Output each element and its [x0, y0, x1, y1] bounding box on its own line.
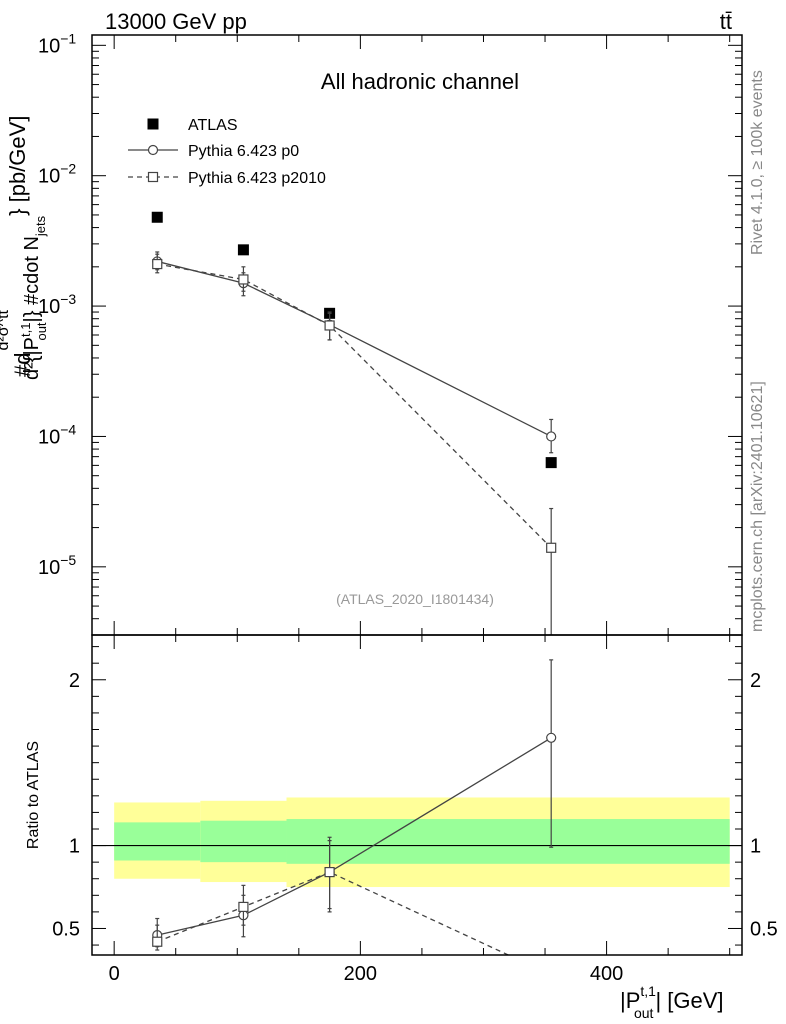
ratio-y-tick-label-left: 1	[69, 836, 80, 858]
ratio-frame	[91, 634, 743, 956]
point-atlas	[545, 457, 557, 469]
ratio-series-clip	[152, 659, 557, 955]
ratio-y-tick-label-left: 0.5	[52, 918, 80, 940]
legend-label-atlas: ATLAS	[188, 117, 238, 134]
point-atlas	[237, 244, 249, 256]
legend-marker-pythia-6-423-p0	[147, 144, 159, 156]
point-pythia-6-423-p0	[546, 431, 557, 442]
x-axis-label: |Pt,1 out| [GeV]	[620, 983, 724, 1021]
main-title: All hadronic channel	[321, 69, 519, 94]
main-panel: 10−1 10−2 10−3 10−4 10−5 All hadronic channe…	[0, 30, 743, 636]
ratio-point-pythia-6-423-p0	[546, 732, 557, 743]
legend-label-pythia-6-423-p0: Pythia 6.423 p0	[188, 143, 299, 160]
main-y-tick-label: 10−2	[38, 161, 76, 188]
legend-marker-atlas	[147, 118, 159, 130]
point-pythia-6-423-p2010	[324, 320, 335, 331]
reference-label: (ATLAS_2020_I1801434)	[336, 591, 494, 607]
band-inner-2	[286, 819, 730, 864]
ratio-ticks: 0.5 0.5 1 1 2 2 0 200 400	[52, 635, 778, 985]
ratio-bands	[92, 797, 742, 888]
point-pythia-6-423-p2010	[152, 258, 163, 270]
series-line-pythia-6-423-p2010	[157, 263, 552, 549]
legend-label-pythia-6-423-p2010: Pythia 6.423 p2010	[188, 170, 326, 187]
main-series-clip	[151, 211, 557, 635]
point-pythia-6-423-p2010	[546, 542, 557, 553]
ratio-y-tick-label-right: 0.5	[750, 918, 778, 940]
ratio-point-pythia-6-423-p2010	[324, 866, 335, 878]
ratio-y-tick-label-right: 1	[750, 836, 761, 858]
main-y-tick-label: 10−5	[38, 552, 76, 579]
point-atlas	[151, 211, 163, 223]
ratio-panel: 0.5 0.5 1 1 2 2 0 200 400 Ratio to ATLAS |Pt,1 ou…	[25, 634, 778, 1021]
ratio-line-pythia-6-423-p2010	[157, 871, 510, 955]
series-line-pythia-6-423-p0	[157, 260, 552, 438]
main-ticks: 10−1 10−2 10−3 10−4 10−5	[38, 30, 742, 636]
process-label: tt̄	[720, 9, 732, 34]
mcplots-label: mcplots.cern.ch [arXiv:2401.10621]	[749, 381, 766, 632]
main-y-axis-label: #dd²σ^tt̄d²{|Pt,1out|} #cdot Njets} [pb/…	[0, 116, 49, 380]
point-pythia-6-423-p2010	[238, 274, 249, 285]
ratio-point-pythia-6-423-p2010	[238, 901, 249, 913]
rivet-label: Rivet 4.1.0, ≥ 100k events	[749, 70, 766, 255]
ratio-y-tick-label-right: 2	[750, 670, 761, 692]
ratio-point-pythia-6-423-p2010	[152, 936, 163, 947]
ratio-line-pythia-6-423-p0	[157, 737, 552, 936]
ratio-series-layer	[152, 659, 557, 955]
main-series-layer	[151, 211, 557, 635]
band-inner-1	[200, 820, 287, 863]
main-y-tick-label: 10−3	[38, 291, 76, 318]
main-y-tick-label: 10−4	[38, 421, 76, 448]
main-y-axis-label-text: #dd²σ^tt̄d²{|Pt,1out|} #cdot Njets} [pb/…	[0, 116, 49, 380]
ratio-y-tick-label-left: 2	[69, 670, 80, 692]
x-tick-label: 0	[109, 963, 120, 985]
band-inner-0	[114, 822, 201, 861]
main-y-tick-label: 10−1	[38, 30, 76, 57]
x-axis-label-text: |Pt,1 out| [GeV]	[620, 983, 724, 1021]
energy-label: 13000 GeV pp	[105, 9, 247, 34]
ratio-y-axis-label: Ratio to ATLAS	[25, 741, 42, 849]
x-tick-label: 400	[590, 963, 623, 985]
x-tick-label: 200	[344, 963, 377, 985]
legend-marker-pythia-6-423-p2010	[147, 171, 159, 183]
legend: ATLAS Pythia 6.423 p0 Pythia 6.423 p2010	[128, 117, 326, 187]
